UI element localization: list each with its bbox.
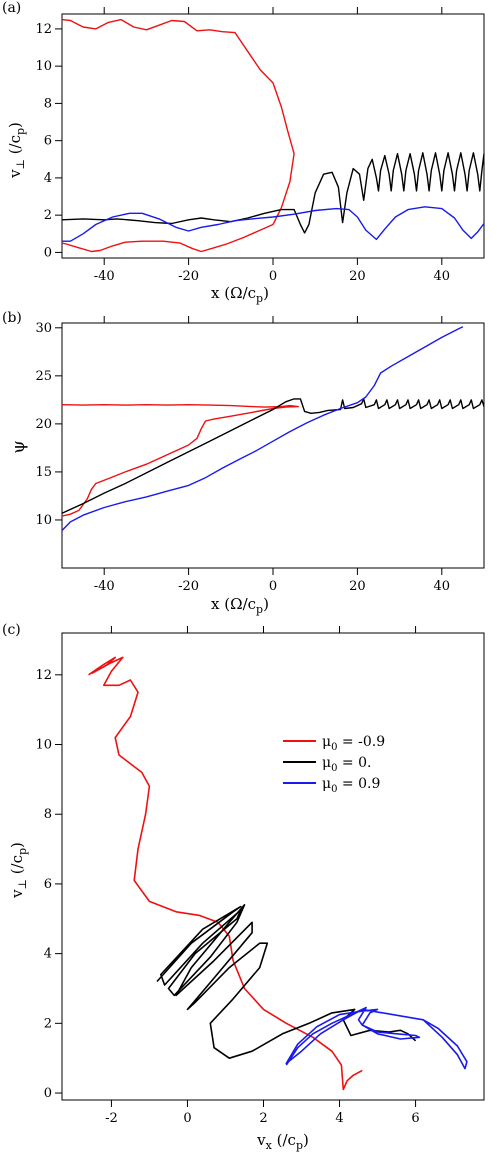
y-tick-label: 10 — [35, 738, 52, 753]
panel-a-frame — [61, 13, 485, 259]
y-tick-label: 6 — [44, 877, 52, 892]
panel-b: (b) -40 -20 0 20 40 10 15 20 25 30 x (Ω/cp) ψ — [2, 310, 485, 616]
legend-label-black: μ0 = 0. — [322, 755, 371, 774]
panel-b-ticks: -40 -20 0 20 40 10 15 20 25 30 — [35, 316, 450, 594]
panel-b-tag: (b) — [2, 310, 22, 326]
y-tick-label: 0 — [44, 245, 52, 260]
y-tick-label: 10 — [35, 59, 52, 74]
panel-c-ylabel: v⊥ (/cp) — [8, 842, 29, 899]
panel-c-series-black — [156, 904, 417, 1059]
panel-c-series-blue — [285, 1006, 468, 1070]
y-tick-label: 8 — [44, 96, 52, 111]
panel-c-ticks: -2 0 2 4 6 0 2 4 6 8 10 12 — [35, 626, 420, 1126]
y-tick-label: 2 — [44, 1016, 52, 1031]
panel-b-series-red — [61, 404, 299, 517]
panel-a-series-blue — [62, 206, 485, 242]
panel-a: (a) -40 -20 0 20 40 0 2 4 6 8 10 12 x (Ω/cp) v⊥ (/c… — [2, 0, 485, 305]
legend-label-blue: μ0 = 0.9 — [322, 776, 380, 795]
y-tick-label: 25 — [35, 369, 52, 384]
panel-a-xlabel: x (Ω/cp) — [211, 284, 269, 305]
panel-c-xlabel: vx (/cp) — [256, 1131, 309, 1152]
y-tick-label: 6 — [44, 134, 52, 149]
y-tick-label: 12 — [35, 22, 52, 37]
x-tick-label: 20 — [349, 579, 366, 594]
x-tick-label: 2 — [259, 1111, 267, 1126]
panel-c-tag: (c) — [2, 622, 21, 638]
x-tick-label: 0 — [269, 269, 277, 284]
panel-c-frame — [61, 632, 485, 1101]
panel-b-series — [61, 326, 485, 531]
y-tick-label: 20 — [35, 417, 52, 432]
panel-c: (c) -2 0 2 4 6 0 2 4 6 8 10 12 vx (/cp) v⊥ (/cp) μ0… — [2, 622, 485, 1152]
y-tick-label: 8 — [44, 807, 52, 822]
panel-b-series-blue — [61, 326, 464, 531]
x-tick-label: -40 — [94, 579, 115, 594]
x-tick-label: 6 — [411, 1111, 419, 1126]
x-tick-label: 40 — [434, 269, 451, 284]
x-tick-label: 20 — [349, 269, 366, 284]
x-tick-label: 0 — [183, 1111, 191, 1126]
x-tick-label: 0 — [269, 579, 277, 594]
panel-a-series — [61, 18, 485, 253]
panel-a-tag: (a) — [2, 0, 21, 16]
legend-entry-black: μ0 = 0. — [283, 755, 371, 774]
x-tick-label: -40 — [94, 269, 115, 284]
y-tick-label: 4 — [44, 171, 52, 186]
x-tick-label: 40 — [434, 579, 451, 594]
panel-c-series-red — [88, 656, 363, 1091]
x-tick-label: -20 — [178, 269, 199, 284]
legend-entry-red: μ0 = -0.9 — [283, 734, 385, 753]
x-tick-label: 4 — [335, 1111, 343, 1126]
legend-label-red: μ0 = -0.9 — [322, 734, 385, 753]
y-tick-label: 10 — [35, 513, 52, 528]
y-tick-label: 2 — [44, 208, 52, 223]
panel-b-series-black — [61, 398, 485, 514]
x-tick-label: -20 — [178, 579, 199, 594]
y-tick-label: 30 — [35, 321, 52, 336]
panel-c-series — [88, 656, 468, 1091]
panel-b-frame — [61, 322, 485, 569]
x-tick-label: -2 — [105, 1111, 118, 1126]
panel-b-xlabel: x (Ω/cp) — [211, 595, 269, 616]
legend-entry-blue: μ0 = 0.9 — [283, 776, 380, 795]
y-tick-label: 4 — [44, 947, 52, 962]
panel-a-series-red — [61, 18, 295, 253]
panel-b-ylabel: ψ — [9, 440, 29, 453]
panel-a-ticks: -40 -20 0 20 40 0 2 4 6 8 10 12 — [35, 7, 450, 284]
y-tick-label: 15 — [35, 465, 52, 480]
y-tick-label: 0 — [44, 1086, 52, 1101]
panel-a-series-black — [61, 152, 485, 234]
y-tick-label: 12 — [35, 668, 52, 683]
legend: μ0 = -0.9 μ0 = 0. μ0 = 0.9 — [283, 734, 385, 795]
panel-a-ylabel: v⊥ (/cp) — [6, 122, 27, 179]
